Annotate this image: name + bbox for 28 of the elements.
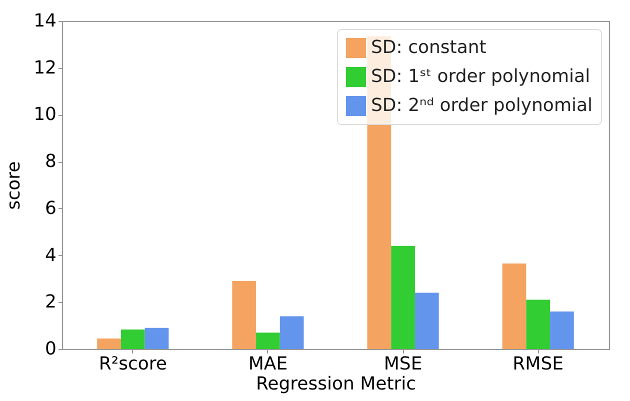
y-tick-label: 4 — [45, 244, 56, 266]
bar — [526, 300, 550, 349]
y-tick-label: 6 — [45, 198, 56, 219]
y-tick-label: 0 — [45, 338, 56, 360]
bar — [120, 330, 145, 349]
y-tick-label: 2 — [45, 292, 56, 313]
x-tick-label: RMSE — [512, 354, 564, 374]
bar — [391, 246, 415, 349]
bar — [414, 292, 439, 349]
y-tick-label: 10 — [34, 104, 56, 126]
legend-label: SD: 1ˢᵗ order polynomial — [371, 66, 590, 87]
x-tick-label: MAE — [248, 354, 288, 374]
legend-label: SD: 2ⁿᵈ order polynomial — [371, 95, 593, 116]
bar — [256, 332, 280, 349]
y-tick-label: 12 — [34, 57, 56, 78]
bar — [502, 263, 526, 349]
bar — [280, 316, 304, 349]
bar — [144, 328, 169, 349]
bar — [97, 338, 121, 349]
bar — [232, 281, 256, 349]
x-tick-label: R²score — [98, 354, 167, 374]
bar — [550, 312, 574, 349]
y-tick-label: 8 — [45, 151, 56, 172]
legend-label: SD: constant — [371, 37, 486, 58]
y-axis-title: score — [4, 161, 25, 210]
y-tick-label: 14 — [34, 10, 56, 32]
x-axis-title: Regression Metric — [256, 374, 416, 394]
x-tick-label: MSE — [384, 354, 422, 374]
